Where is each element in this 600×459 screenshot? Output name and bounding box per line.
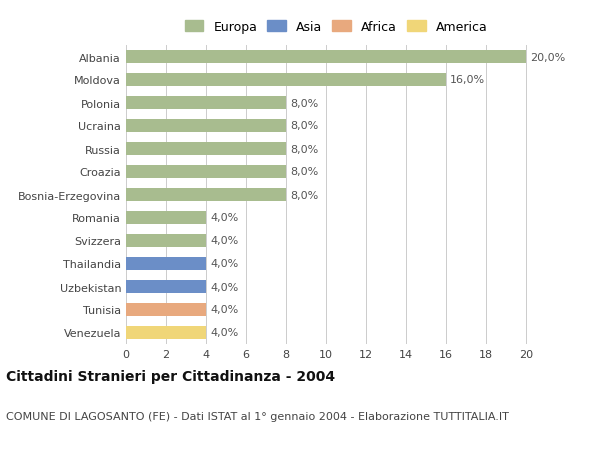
Bar — [126, 303, 206, 316]
Bar — [126, 120, 286, 133]
Text: 4,0%: 4,0% — [210, 328, 238, 338]
Bar — [126, 166, 286, 179]
Text: 8,0%: 8,0% — [290, 121, 318, 131]
Bar — [126, 257, 206, 270]
Text: 8,0%: 8,0% — [290, 144, 318, 154]
Bar — [126, 74, 446, 87]
Bar — [126, 189, 286, 202]
Bar — [126, 143, 286, 156]
Text: 4,0%: 4,0% — [210, 213, 238, 223]
Text: 20,0%: 20,0% — [530, 52, 565, 62]
Text: 8,0%: 8,0% — [290, 167, 318, 177]
Bar — [126, 326, 206, 339]
Text: 8,0%: 8,0% — [290, 98, 318, 108]
Text: 4,0%: 4,0% — [210, 259, 238, 269]
Bar — [126, 235, 206, 247]
Bar — [126, 51, 526, 64]
Bar — [126, 97, 286, 110]
Text: 4,0%: 4,0% — [210, 305, 238, 315]
Text: COMUNE DI LAGOSANTO (FE) - Dati ISTAT al 1° gennaio 2004 - Elaborazione TUTTITAL: COMUNE DI LAGOSANTO (FE) - Dati ISTAT al… — [6, 411, 509, 421]
Bar — [126, 212, 206, 224]
Text: 4,0%: 4,0% — [210, 236, 238, 246]
Legend: Europa, Asia, Africa, America: Europa, Asia, Africa, America — [185, 21, 487, 34]
Text: 16,0%: 16,0% — [450, 75, 485, 85]
Text: Cittadini Stranieri per Cittadinanza - 2004: Cittadini Stranieri per Cittadinanza - 2… — [6, 369, 335, 383]
Text: 4,0%: 4,0% — [210, 282, 238, 292]
Bar — [126, 280, 206, 293]
Text: 8,0%: 8,0% — [290, 190, 318, 200]
